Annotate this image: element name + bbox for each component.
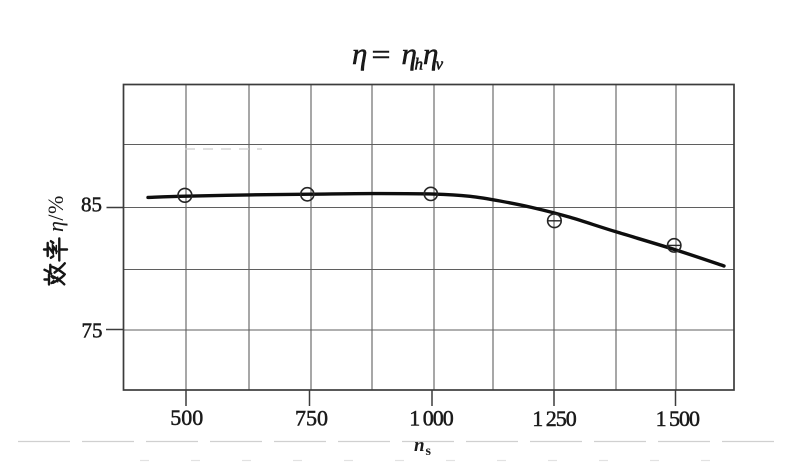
svg-text:η: η <box>423 36 438 71</box>
svg-text:85: 85 <box>81 193 102 217</box>
svg-text:η/%: η/% <box>43 195 68 232</box>
svg-text:750: 750 <box>295 406 328 431</box>
svg-text:=: = <box>372 39 391 71</box>
svg-text:v: v <box>436 55 444 74</box>
svg-text:1 250: 1 250 <box>532 406 576 431</box>
svg-text:1 500: 1 500 <box>656 406 700 431</box>
svg-text:500: 500 <box>170 405 203 430</box>
svg-text:η: η <box>352 36 367 71</box>
svg-text:η: η <box>402 36 417 71</box>
svg-text:75: 75 <box>82 319 103 343</box>
svg-text:h: h <box>415 55 424 74</box>
svg-text:n: n <box>414 435 425 456</box>
svg-text:1 000: 1 000 <box>409 406 453 431</box>
svg-text:s: s <box>426 444 432 459</box>
